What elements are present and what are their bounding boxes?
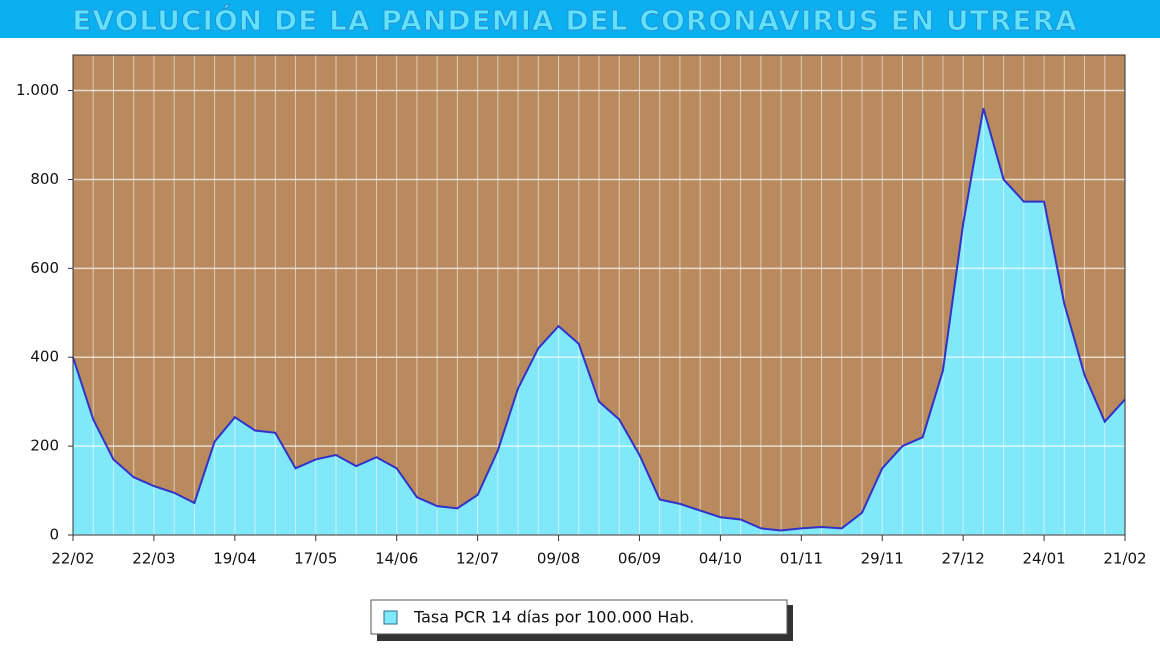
x-tick-label: 24/01 — [1022, 550, 1065, 568]
x-tick-label: 06/09 — [618, 550, 661, 568]
x-tick-label: 12/07 — [456, 550, 499, 568]
x-tick-label: 21/02 — [1103, 550, 1146, 568]
legend-box — [370, 599, 788, 635]
x-tick-label: 04/10 — [699, 550, 742, 568]
plot-area: 0 200 400 600 800 1.000 22/02 22/03 19/04 17/05 14… — [16, 54, 1147, 568]
title-banner — [0, 0, 1160, 38]
legend-label: Tasa PCR 14 días por 100.000 Hab. — [413, 608, 694, 627]
y-tick-label: 800 — [30, 170, 59, 188]
x-tick-label: 27/12 — [942, 550, 985, 568]
y-tick-label: 200 — [30, 437, 59, 455]
x-tick-label: 29/11 — [861, 550, 904, 568]
y-tick-label: 0 — [49, 526, 59, 544]
legend: Tasa PCR 14 días por 100.000 Hab. — [370, 599, 793, 641]
legend-swatch — [383, 610, 398, 625]
y-tick-label: 1.000 — [16, 81, 59, 99]
plot-frame — [72, 54, 1126, 536]
line — [72, 108, 1126, 532]
x-tick-label: 19/04 — [213, 550, 256, 568]
x-tick-label: 01/11 — [780, 550, 823, 568]
y-tick-label: 400 — [30, 348, 59, 366]
x-tick-label: 14/06 — [375, 550, 418, 568]
x-tick-label: 22/02 — [51, 550, 94, 568]
x-tick-label: 17/05 — [294, 550, 337, 568]
x-tick-label: 09/08 — [537, 550, 580, 568]
y-tick-label: 600 — [30, 259, 59, 277]
x-tick-label: 22/03 — [132, 550, 175, 568]
chart-title: EVOLUCIÓN DE LA PANDEMIA DEL CORONAVIRUS… — [72, 3, 1077, 37]
